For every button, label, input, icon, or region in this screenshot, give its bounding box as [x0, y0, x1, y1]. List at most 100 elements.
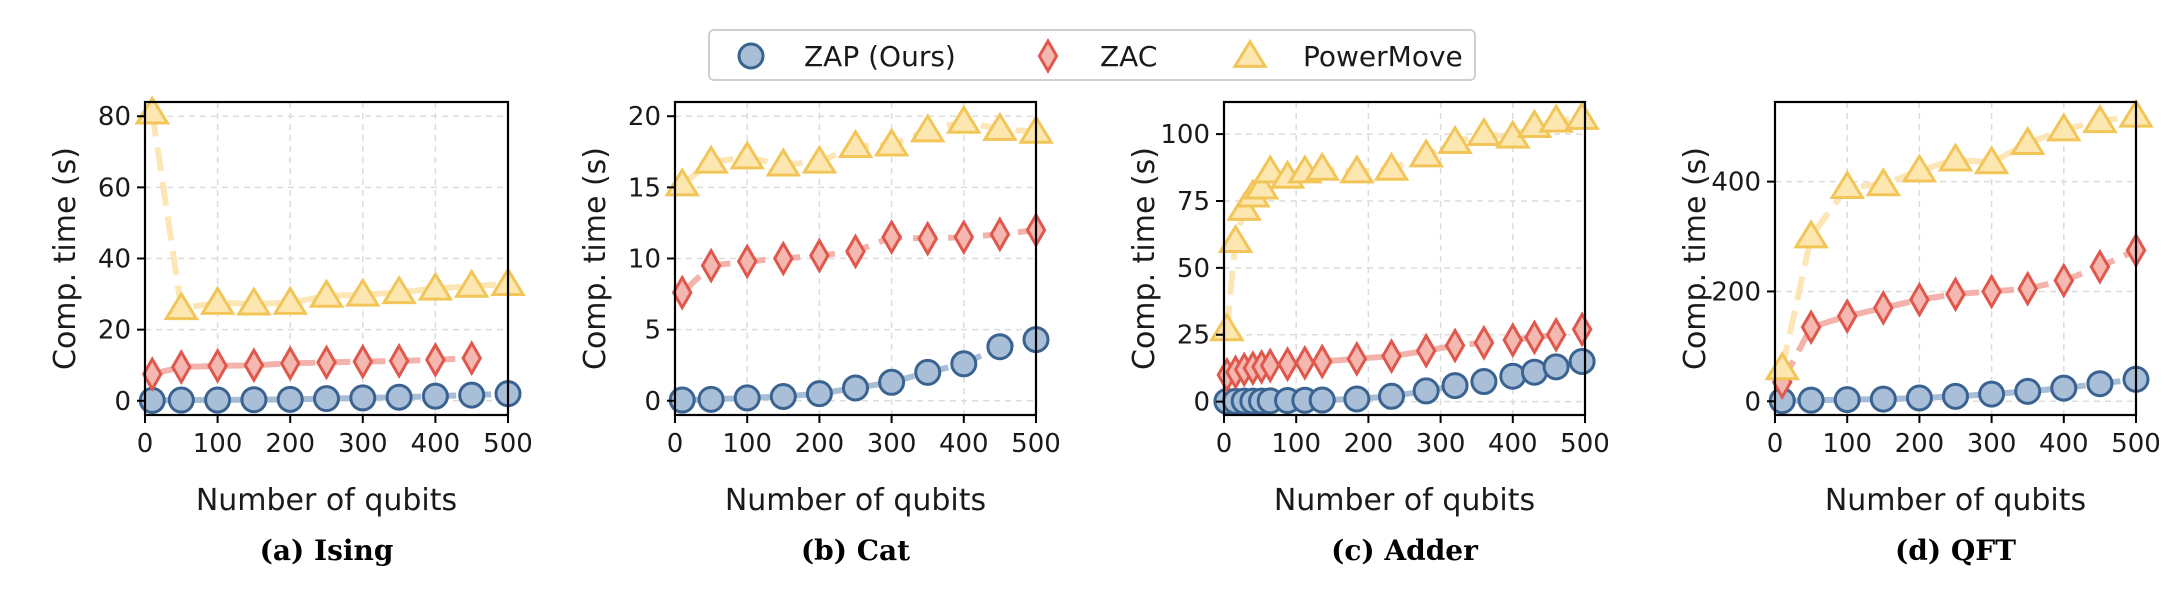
- panel-1-x-tick-label: 200: [265, 429, 315, 459]
- panel-1-point-zac: [425, 341, 446, 378]
- panel-3-point-powermove: [1304, 151, 1340, 181]
- panel-4-x-tick-label: 300: [1967, 429, 2017, 459]
- panel-4-caption: (d) QFT: [1895, 534, 2016, 567]
- panel-1-point-zac: [170, 348, 192, 385]
- panel-3-point-zac: [1502, 322, 1524, 359]
- panel-3-point-zac: [1294, 344, 1316, 381]
- panel-4-series-line-powermove: [1779, 112, 2137, 369]
- panel-4-point-zac: [1800, 309, 1822, 346]
- panel-1-point-zap-ours: [167, 386, 195, 414]
- panel-1-caption: (a) Ising: [260, 534, 394, 567]
- panel-2-point-zap-ours: [842, 374, 869, 402]
- panel-4-point-zap-ours: [2086, 370, 2114, 398]
- panel-4-point-powermove: [2046, 112, 2082, 142]
- panel-2-point-powermove: [873, 127, 910, 157]
- panel-3-y-axis-label: Comp. time (s): [1127, 147, 1162, 370]
- panel-2-point-zap-ours: [950, 350, 978, 378]
- panel-2-x-tick-label: 300: [867, 429, 917, 459]
- panel-1-y-tick-label: 20: [98, 316, 131, 346]
- panel-4-point-zac: [1945, 276, 1966, 313]
- panel-2-x-tick-label: 400: [939, 429, 989, 459]
- panel-1-point-zap-ours: [276, 385, 304, 413]
- panel-4-point-zac: [2017, 270, 2039, 307]
- panel-3-point-zac: [1524, 319, 1545, 356]
- panel-1-point-zap-ours: [204, 386, 232, 414]
- legend-label-zac: ZAC: [1100, 40, 1157, 73]
- panel-2-point-zap-ours: [805, 380, 833, 408]
- panel-1-point-powermove: [345, 277, 381, 307]
- panel-3-x-tick-label: 200: [1344, 429, 1394, 459]
- panel-1-point-zap-ours: [421, 382, 449, 410]
- panel-3-point-zap-ours: [1499, 362, 1527, 390]
- panel-4-point-powermove: [2082, 103, 2118, 134]
- panel-1-point-zac: [279, 345, 301, 382]
- panel-1-point-zap-ours: [313, 385, 340, 413]
- panel-2-point-zap-ours: [878, 368, 906, 396]
- panel-2-point-zac: [809, 237, 830, 274]
- panel-4-y-tick-label: 200: [1711, 277, 1761, 307]
- panel-4-x-tick-label: 500: [2111, 429, 2161, 459]
- panel-2-point-zap-ours: [986, 333, 1014, 361]
- panel-3-point-zap-ours: [1343, 385, 1371, 413]
- panel-4-point-zac: [1836, 298, 1858, 335]
- panel-1-point-powermove: [236, 286, 272, 316]
- panel-1-y-axis-label: Comp. time (s): [48, 147, 83, 370]
- panel-4-point-zap-ours: [2050, 374, 2078, 402]
- panel-3-point-powermove: [1437, 124, 1473, 154]
- panel-4-point-powermove: [1901, 153, 1938, 183]
- legend-marker-zap-ours: [737, 42, 765, 70]
- panel-2-point-zac: [953, 219, 975, 256]
- panel-4-point-zac: [2089, 248, 2111, 285]
- panel-2-point-zap-ours: [733, 384, 761, 412]
- panel-3-point-zac: [1444, 327, 1466, 364]
- panel-3-point-zac: [1277, 346, 1298, 383]
- panel-3-point-zac: [1346, 340, 1368, 377]
- legend: ZAP (Ours) ZAC PowerMove: [708, 29, 1476, 81]
- panel-3-point-zac: [1545, 316, 1567, 353]
- panel-4-x-tick-label: 100: [1822, 429, 1872, 459]
- panel-4-point-zac: [1981, 273, 2002, 310]
- panel-3-caption: (c) Adder: [1331, 534, 1479, 567]
- panel-2-x-tick-label: 100: [722, 429, 772, 459]
- panel-3-y-tick-label: 50: [1177, 254, 1210, 284]
- panel-3-y-tick-label: 75: [1177, 187, 1210, 217]
- panel-1-point-zac: [352, 343, 374, 380]
- panel-1-x-axis-label: Number of qubits: [196, 483, 457, 518]
- panel-4-x-tick-label: 400: [2039, 429, 2089, 459]
- panel-3-point-zap-ours: [1308, 386, 1336, 414]
- panel-1-y-tick-label: 40: [98, 245, 131, 275]
- panel-1-point-zap-ours: [385, 383, 413, 411]
- panel-3-x-axis-label: Number of qubits: [1274, 483, 1535, 518]
- panel-2-point-zac: [989, 216, 1011, 253]
- panel-4-x-tick-label: 200: [1895, 429, 1945, 459]
- panel-2-point-zac: [700, 247, 722, 284]
- panel-3-point-zap-ours: [1520, 358, 1548, 386]
- panel-4-point-zap-ours: [1797, 386, 1825, 414]
- panel-3-point-powermove: [1564, 100, 1600, 130]
- panel-4-point-zap-ours: [1833, 386, 1861, 414]
- panel-2-point-zap-ours: [697, 385, 725, 413]
- panel-3-point-powermove: [1373, 151, 1410, 181]
- panel-2-x-tick-label: 200: [795, 429, 845, 459]
- panel-3-point-powermove: [1339, 154, 1375, 184]
- panel-4-point-zap-ours: [1942, 382, 1969, 410]
- panel-1-y-tick-label: 0: [114, 387, 131, 417]
- panel-1-point-powermove: [272, 285, 308, 315]
- panel-3-x-tick-label: 400: [1488, 429, 1538, 459]
- panel-3-point-zac: [1473, 324, 1495, 361]
- panel-3-point-zap-ours: [1568, 347, 1596, 375]
- panel-3-x-tick-label: 500: [1560, 429, 1610, 459]
- panel-3-point-zac: [1381, 338, 1402, 375]
- panel-4-axes-frame: [1773, 100, 2138, 417]
- panel-4-y-tick-label: 0: [1744, 387, 1761, 417]
- panel-1-point-zac: [141, 356, 163, 393]
- panel-1-point-powermove: [308, 278, 345, 308]
- panel-2-y-tick-label: 0: [644, 387, 661, 417]
- panel-1-x-tick-label: 100: [193, 429, 243, 459]
- panel-2-point-powermove: [909, 113, 946, 143]
- panel-1-point-zac: [207, 347, 228, 384]
- panel-2-point-zac: [881, 219, 902, 256]
- panel-1-x-tick-label: 300: [338, 429, 388, 459]
